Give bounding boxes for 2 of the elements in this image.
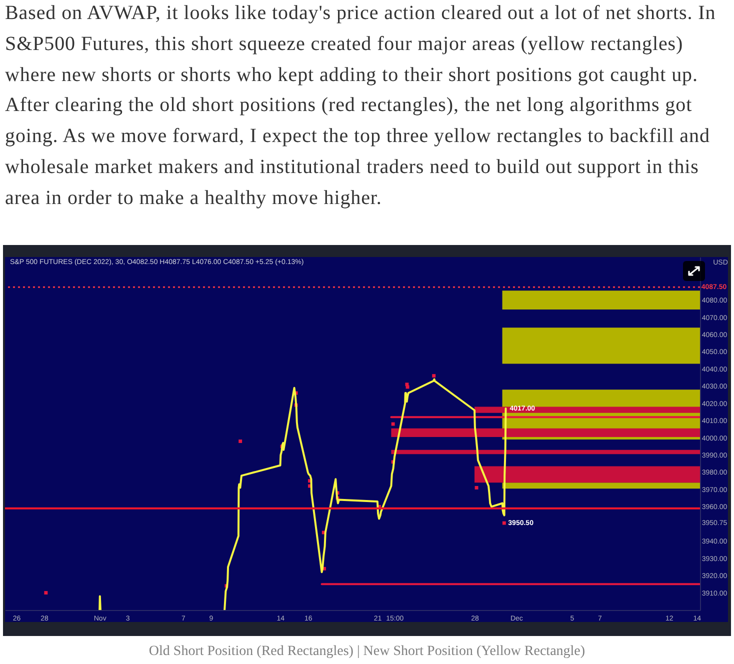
- chart-subtitle: Based on AVWAP, it looks like today's price action cleared out a lot of net shorts. In S&P500 Futures, this short squeeze created four major areas (yellow rectangles) where new shorts or shorts who kept adding to their short positions got caught up. After clearing the old short positions (red rectangles), the net long algorithms got going. As we move forward, I expect the top three yellow rectangles to backfill and wholesale market makers and institutional traders need to build out support in this area in order to make a healthy move higher.: [5, 1, 717, 211]
- text: Old Short Position (Red Rectangles) | New Short Position (Yellow Rectangle): [148, 644, 586, 660]
